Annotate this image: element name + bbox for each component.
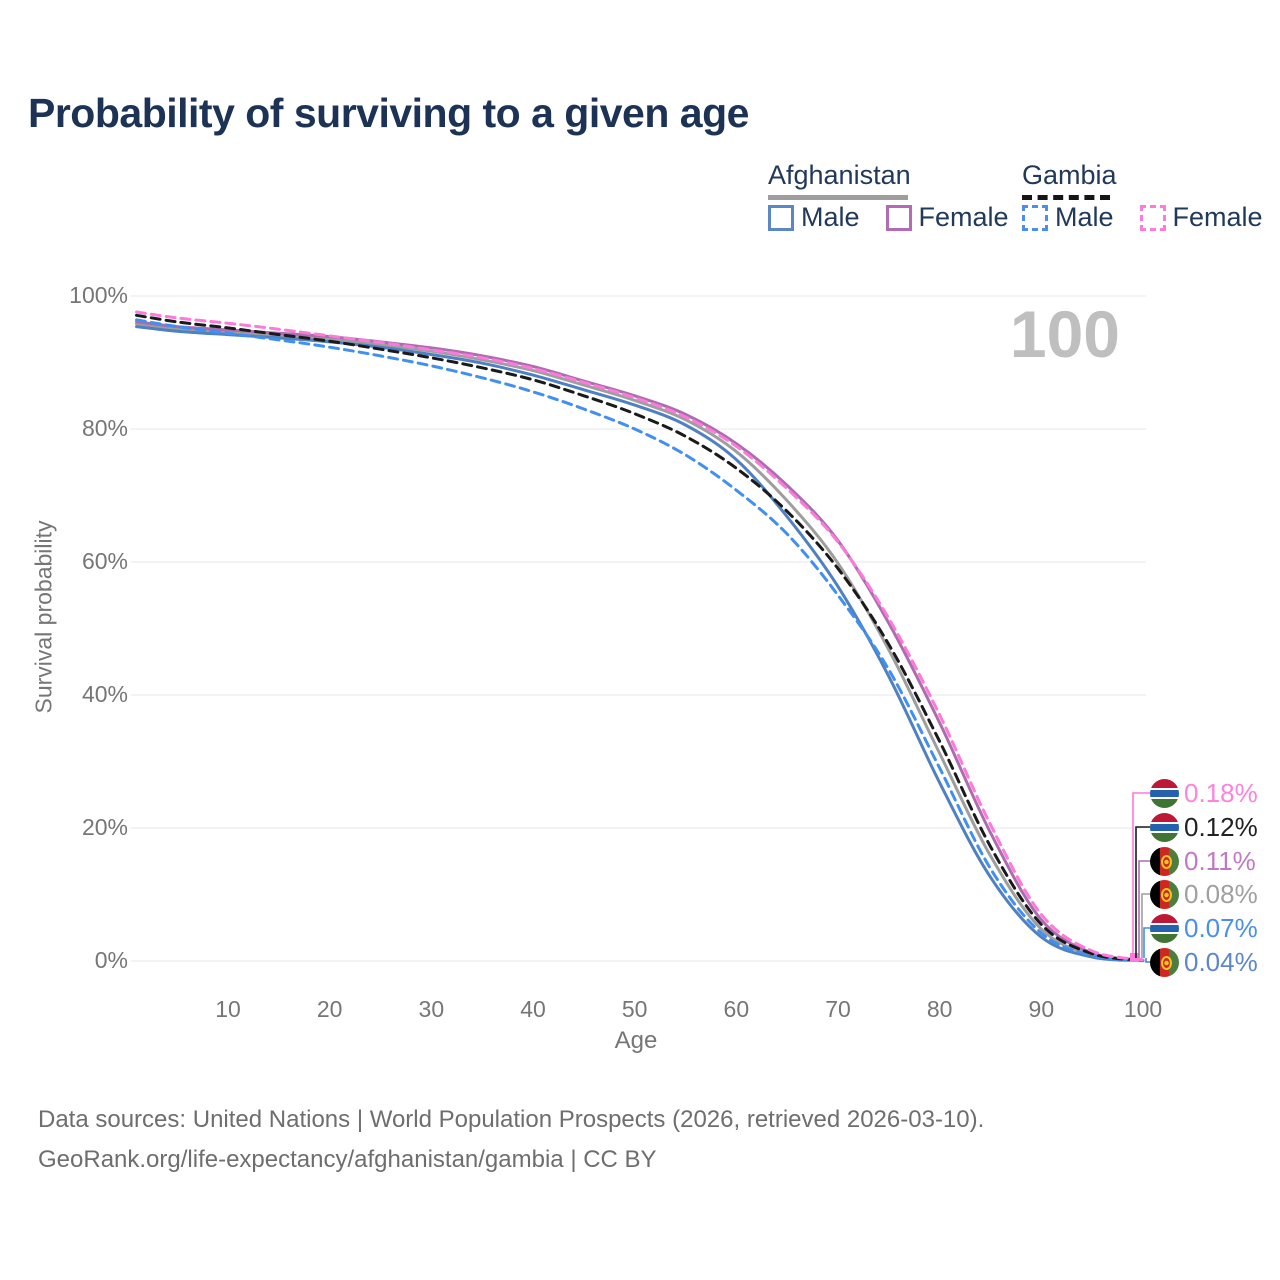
footer-data-sources: Data sources: United Nations | World Pop…: [38, 1106, 985, 1133]
x-tick-50: 50: [621, 996, 648, 1022]
y-tick-60%: 60%: [81, 548, 128, 574]
legend-country-gambia[interactable]: Gambia: [1022, 160, 1117, 190]
gambia-line-style-swatch: [1022, 195, 1110, 200]
end-label-connector-0.04%: [1145, 958, 1150, 963]
hover-age-watermark: 100: [1009, 297, 1120, 371]
x-tick-30: 30: [418, 996, 445, 1022]
y-tick-40%: 40%: [81, 681, 128, 707]
afghanistan-female-label[interactable]: Female: [918, 202, 1009, 232]
x-tick-60: 60: [723, 996, 750, 1022]
legend-group-gambia: Gambia: [1022, 160, 1117, 200]
x-tick-40: 40: [520, 996, 546, 1022]
y-tick-80%: 80%: [81, 415, 128, 441]
page-title: Probability of surviving to a given age: [28, 90, 749, 136]
series-line-gambia-male[interactable]: [135, 318, 1145, 962]
end-label-connector-0.18%: [1132, 792, 1150, 958]
end-label-row-afghanistan-0.11%: 0.11%: [1150, 845, 1256, 877]
x-tick-10: 10: [215, 996, 241, 1022]
end-value-label: 0.12%: [1184, 811, 1258, 842]
x-tick-20: 20: [316, 996, 343, 1022]
series-line-afghanistan-male[interactable]: [135, 325, 1145, 963]
afghanistan-female-swatch[interactable]: [885, 204, 912, 231]
gambia-male-swatch[interactable]: [1022, 204, 1048, 231]
end-value-label: 0.08%: [1184, 878, 1258, 909]
end-label-connector-0.07%: [1143, 927, 1150, 958]
end-label-connector-0.11%: [1138, 860, 1150, 958]
end-value-label: 0.04%: [1184, 946, 1258, 977]
hover-point-marker: [1130, 953, 1139, 962]
y-tick-20%: 20%: [81, 814, 128, 840]
legend-items-gambia: Male Female: [1022, 202, 1280, 233]
gambia-male-label[interactable]: Male: [1055, 202, 1114, 232]
end-label-connector-0.12%: [1135, 826, 1150, 958]
end-label-connector-0.08%: [1141, 893, 1150, 958]
x-axis-title: Age: [614, 1027, 658, 1054]
end-label-row-afghanistan-0.08%: 0.08%: [1150, 878, 1258, 910]
afghanistan-male-label[interactable]: Male: [801, 202, 860, 232]
series-line-gambia-both[interactable]: [135, 313, 1145, 962]
series-line-afghanistan-female[interactable]: [135, 320, 1145, 962]
gambia-female-swatch[interactable]: [1139, 204, 1166, 231]
end-value-label: 0.07%: [1184, 912, 1258, 943]
footer-attribution: GeoRank.org/life-expectancy/afghanistan/…: [38, 1146, 657, 1173]
end-label-row-gambia-0.07%: 0.07%: [1150, 912, 1258, 944]
legend-country-afghanistan[interactable]: Afghanistan: [768, 160, 911, 190]
afghanistan-male-swatch[interactable]: [768, 204, 794, 231]
x-tick-70: 70: [825, 996, 851, 1022]
series-line-gambia-female[interactable]: [135, 310, 1145, 962]
x-tick-100: 100: [1123, 996, 1163, 1022]
end-label-row-gambia-0.18%: 0.18%: [1150, 777, 1258, 809]
x-tick-90: 90: [1028, 996, 1055, 1022]
y-tick-0%: 0%: [94, 947, 128, 973]
gambia-flag-icon: [1150, 812, 1179, 842]
end-value-label: 0.11%: [1184, 845, 1256, 876]
legend-group-afghanistan: Afghanistan: [768, 160, 911, 200]
gambia-flag-icon: [1150, 913, 1179, 943]
gambia-female-label[interactable]: Female: [1172, 202, 1263, 232]
afghanistan-flag-icon: [1150, 947, 1179, 977]
gambia-flag-icon: [1150, 778, 1179, 808]
afghanistan-flag-icon: [1150, 879, 1179, 909]
afghanistan-flag-icon: [1150, 846, 1179, 876]
series-line-afghanistan-both[interactable]: [135, 322, 1145, 962]
x-tick-80: 80: [926, 996, 953, 1022]
end-label-row-gambia-0.12%: 0.12%: [1150, 811, 1258, 843]
y-tick-100%: 100%: [69, 282, 128, 308]
legend-items-afghanistan: Male Female: [768, 202, 1035, 233]
end-value-label: 0.18%: [1184, 777, 1258, 808]
afghanistan-line-style-swatch: [768, 195, 908, 200]
end-label-row-afghanistan-0.04%: 0.04%: [1150, 946, 1258, 978]
